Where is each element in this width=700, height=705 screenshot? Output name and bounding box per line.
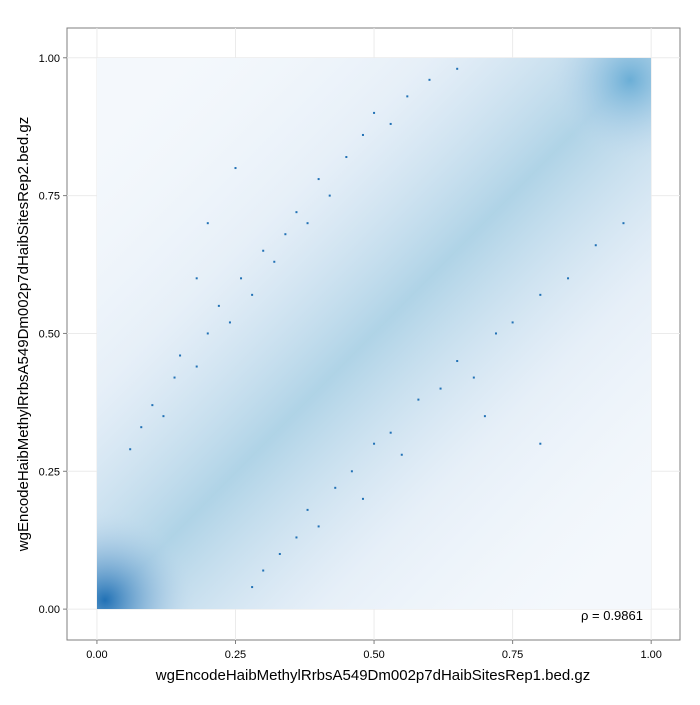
annotation: ρ = 0.9861 <box>581 608 643 623</box>
point <box>539 293 542 296</box>
point <box>173 376 176 379</box>
point <box>373 442 376 445</box>
point <box>306 222 309 225</box>
point <box>406 95 409 98</box>
x-tick-label: 1.00 <box>640 649 661 661</box>
x-tick-label: 0.25 <box>225 649 246 661</box>
y-tick-label: 0.50 <box>39 328 60 340</box>
point <box>350 470 353 473</box>
x-axis-title: wgEncodeHaibMethylRrbsA549Dm002p7dHaibSi… <box>155 667 590 684</box>
point <box>317 178 320 181</box>
point <box>179 354 182 357</box>
point <box>262 249 265 252</box>
point <box>262 569 265 572</box>
density <box>97 58 651 609</box>
point <box>295 211 298 214</box>
point <box>539 442 542 445</box>
point <box>328 194 331 197</box>
point <box>317 525 320 528</box>
point <box>373 111 376 114</box>
density-blob <box>550 58 651 160</box>
points <box>129 67 625 589</box>
point <box>162 415 165 418</box>
point <box>195 365 198 368</box>
point <box>428 78 431 81</box>
y-tick-label: 0.00 <box>39 604 60 616</box>
point <box>389 431 392 434</box>
point <box>206 222 209 225</box>
x-tick-label: 0.50 <box>363 649 384 661</box>
point <box>251 586 254 589</box>
point <box>295 536 298 539</box>
y-tick-label: 0.25 <box>39 466 60 478</box>
point <box>400 453 403 456</box>
density-blob <box>97 510 195 609</box>
density-band <box>97 58 651 609</box>
point <box>594 244 597 247</box>
point <box>511 321 514 324</box>
point <box>195 277 198 280</box>
x-tick-label: 0.00 <box>86 649 107 661</box>
point <box>439 387 442 390</box>
point <box>240 277 243 280</box>
point <box>273 260 276 263</box>
point <box>251 293 254 296</box>
point <box>278 552 281 555</box>
point <box>234 167 237 170</box>
point <box>456 360 459 363</box>
point <box>206 332 209 335</box>
point <box>140 426 143 429</box>
point <box>306 508 309 511</box>
y-axis-title: wgEncodeHaibMethylRrbsA549Dm002p7dHaibSi… <box>15 117 32 552</box>
point <box>151 404 154 407</box>
x-tick-label: 0.75 <box>502 649 523 661</box>
point <box>345 156 348 159</box>
point <box>622 222 625 225</box>
point <box>334 486 337 489</box>
y-tick-label: 1.00 <box>39 53 60 65</box>
point <box>284 233 287 236</box>
y-tick-label: 0.75 <box>39 191 60 203</box>
point <box>217 304 220 307</box>
point <box>494 332 497 335</box>
point <box>483 415 486 418</box>
point <box>361 133 364 136</box>
point <box>417 398 420 401</box>
point <box>472 376 475 379</box>
point <box>361 497 364 500</box>
point <box>129 448 132 451</box>
point <box>228 321 231 324</box>
point <box>456 67 459 70</box>
point <box>389 122 392 125</box>
point <box>567 277 570 280</box>
